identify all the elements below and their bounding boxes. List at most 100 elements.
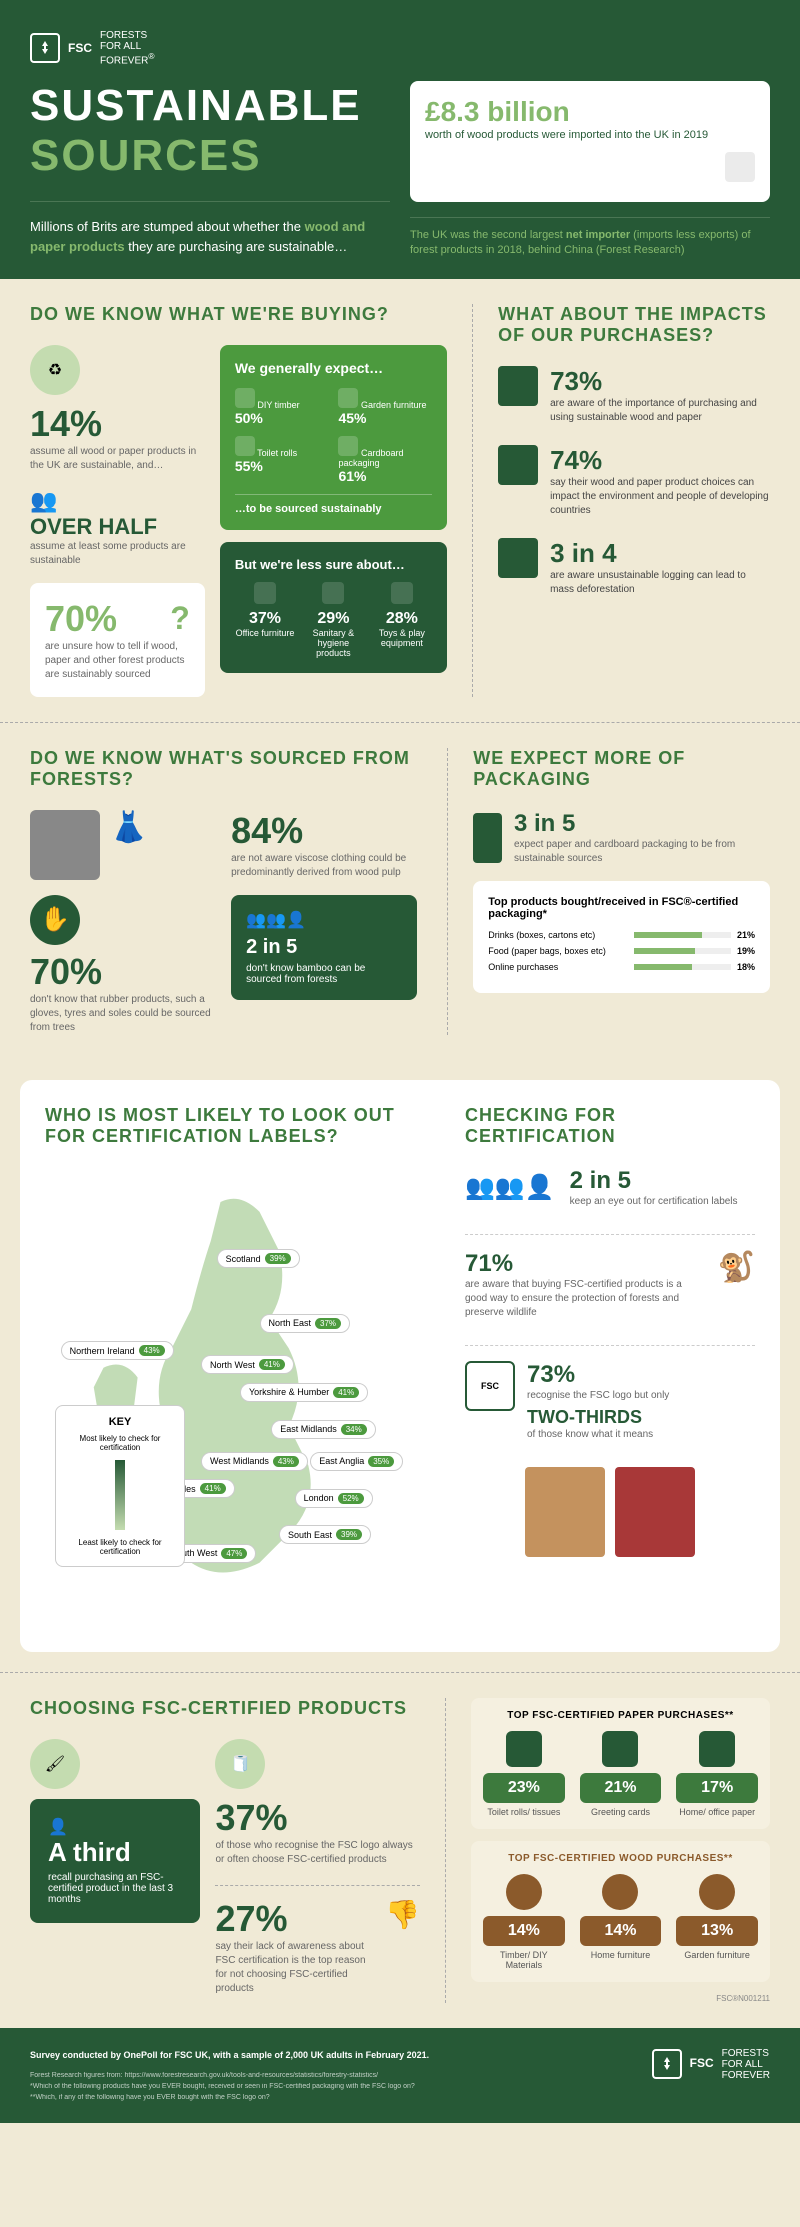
gradient-bar — [115, 1460, 125, 1530]
product-icon — [506, 1731, 542, 1767]
bar-row: Online purchases18% — [488, 962, 755, 972]
title-line2: SOURCES — [30, 131, 390, 181]
impact-item: 3 in 4are aware unsustainable logging ca… — [498, 538, 770, 597]
map-section: WHO IS MOST LIKELY TO LOOK OUT FOR CERTI… — [20, 1080, 780, 1652]
less-sure-box: But we're less sure about… 37%Office fur… — [220, 542, 447, 673]
impact-icon — [498, 445, 538, 485]
forests-section: DO WE KNOW WHAT'S SOURCED FROM FORESTS? … — [0, 722, 800, 1060]
fsc-logo: FSC FORESTSFOR ALLFOREVER® — [30, 30, 770, 66]
person-icon: 👤 — [48, 1817, 182, 1837]
stat-37: 🧻 37% of those who recognise the FSC log… — [215, 1739, 420, 1867]
rubber-image — [30, 810, 100, 880]
people-icon: 👥 — [30, 488, 57, 513]
product-icon — [506, 1874, 542, 1910]
top-paper-box: TOP FSC-CERTIFIED PAPER PURCHASES** 23%T… — [471, 1698, 770, 1829]
expect-box: We generally expect… DIY timber50% Garde… — [220, 345, 447, 530]
product-icon — [254, 582, 276, 604]
recycle-tree-icon: ♻ — [30, 345, 80, 395]
region-label: West Midlands43% — [201, 1452, 308, 1471]
impact-item: 73%are aware of the importance of purcha… — [498, 366, 770, 425]
fsc-logo-icon: FSC — [465, 1361, 515, 1411]
product-icon — [602, 1874, 638, 1910]
top-paper-item: 23%Toilet rolls/ tissues — [483, 1731, 565, 1817]
expect-item: Toilet rolls55% — [235, 436, 329, 484]
tree-check-icon — [30, 33, 60, 63]
expect-item: Cardboard packaging61% — [338, 436, 432, 484]
stat-84: 84% are not aware viscose clothing could… — [231, 810, 417, 880]
region-label: East Midlands34% — [271, 1420, 376, 1439]
region-label: Northern Ireland43% — [61, 1341, 174, 1360]
impacts-column: WHAT ABOUT THE IMPACTS OF OUR PURCHASES?… — [472, 304, 770, 697]
bar-row: Food (paper bags, boxes etc)19% — [488, 946, 755, 956]
top-paper-item: 21%Greeting cards — [580, 1731, 662, 1817]
top-wood-item: 13%Garden furniture — [676, 1874, 758, 1970]
brush-icon: 🖌 — [30, 1739, 80, 1789]
table-image — [615, 1467, 695, 1557]
less-sure-item: 28%Toys & play equipment — [372, 582, 432, 658]
logo-tagline: FORESTSFOR ALLFOREVER® — [100, 30, 154, 66]
buying-title: DO WE KNOW WHAT WE'RE BUYING? — [30, 304, 447, 325]
carton-icon — [473, 813, 502, 863]
packaging-bars: Top products bought/received in FSC®-cer… — [473, 881, 770, 993]
import-text: worth of wood products were imported int… — [425, 128, 755, 143]
stat-27: 27% say their lack of awareness about FS… — [215, 1885, 420, 1996]
buying-section: DO WE KNOW WHAT WE'RE BUYING? ♻ 14% assu… — [0, 279, 800, 722]
region-label: South East39% — [279, 1525, 371, 1544]
thumbs-down-icon: 👎 — [385, 1898, 420, 1996]
boxes-icon — [725, 152, 755, 182]
region-label: North West41% — [201, 1355, 294, 1374]
packaging-column: WE EXPECT MORE OF PACKAGING 3 in 5 expec… — [447, 748, 770, 1035]
survey-footer: Survey conducted by OnePoll for FSC UK, … — [0, 2028, 800, 2124]
product-icon — [338, 388, 358, 408]
less-sure-item: 37%Office furniture — [235, 582, 295, 658]
top-paper-item: 17%Home/ office paper — [676, 1731, 758, 1817]
product-icon — [322, 582, 344, 604]
bamboo-box: 👥👥👤 2 in 5 don't know bamboo can be sour… — [231, 895, 417, 1000]
people-icon: 👥👥👤 — [246, 910, 402, 930]
dress-icon: 👗 — [110, 811, 147, 844]
footer-logo: FSC FORESTSFOR ALLFOREVER — [652, 2048, 770, 2081]
monkey-icon: 🐒 — [718, 1250, 755, 1320]
product-icon — [699, 1731, 735, 1767]
title-line1: SUSTAINABLE — [30, 81, 390, 131]
chair-image — [525, 1467, 605, 1557]
stat-14: ♻ 14% assume all wood or paper products … — [30, 345, 205, 473]
uk-map: Scotland39%Northern Ireland43%North East… — [45, 1167, 435, 1627]
region-label: Yorkshire & Humber41% — [240, 1383, 368, 1402]
bar-row: Drinks (boxes, cartons etc)21% — [488, 930, 755, 940]
product-icon — [699, 1874, 735, 1910]
toilet-roll-icon: 🧻 — [215, 1739, 265, 1789]
product-icon — [338, 436, 358, 456]
fsc-code: FSC®N001211 — [471, 1994, 770, 2003]
logo-brand: FSC — [68, 41, 92, 55]
a-third-box: 👤 A third recall purchasing an FSC-certi… — [30, 1799, 200, 1923]
impact-icon — [498, 366, 538, 406]
cert-71: 71% are aware that buying FSC-certified … — [465, 1234, 755, 1320]
stat-70: 70% ? are unsure how to tell if wood, pa… — [30, 583, 205, 697]
region-label: Scotland39% — [217, 1249, 300, 1268]
over-half: 👥 OVER HALF assume at least some product… — [30, 488, 205, 568]
question-icon: ? — [170, 600, 190, 637]
expect-item: Garden furniture45% — [338, 388, 432, 426]
import-stat-box: £8.3 billion worth of wood products were… — [410, 81, 770, 201]
people-icon: 👥👥👤 — [465, 1173, 555, 1202]
product-icon — [391, 582, 413, 604]
cert-2in5: 👥👥👤 2 in 5 keep an eye out for certifica… — [465, 1167, 755, 1209]
stat-70-rubber: ✋ 70% don't know that rubber products, s… — [30, 895, 216, 1035]
header: FSC FORESTSFOR ALLFOREVER® SUSTAINABLE S… — [0, 0, 800, 279]
tree-check-icon — [652, 2049, 682, 2079]
impact-icon — [498, 538, 538, 578]
top-wood-item: 14%Timber/ DIY Materials — [483, 1874, 565, 1970]
glove-icon: ✋ — [30, 895, 80, 945]
choosing-section: CHOOSING FSC-CERTIFIED PRODUCTS 🖌 👤 A th… — [0, 1672, 800, 2028]
top-wood-item: 14%Home furniture — [580, 1874, 662, 1970]
cert-73: FSC 73% recognise the FSC logo but only … — [465, 1345, 755, 1442]
region-label: East Anglia35% — [310, 1452, 403, 1471]
product-icon — [602, 1731, 638, 1767]
impact-item: 74%say their wood and paper product choi… — [498, 445, 770, 518]
region-label: London52% — [295, 1489, 373, 1508]
import-value: £8.3 billion — [425, 96, 755, 128]
product-icon — [235, 436, 255, 456]
map-key: KEY Most likely to check for certificati… — [55, 1405, 185, 1567]
header-intro: Millions of Brits are stumped about whet… — [30, 201, 390, 256]
